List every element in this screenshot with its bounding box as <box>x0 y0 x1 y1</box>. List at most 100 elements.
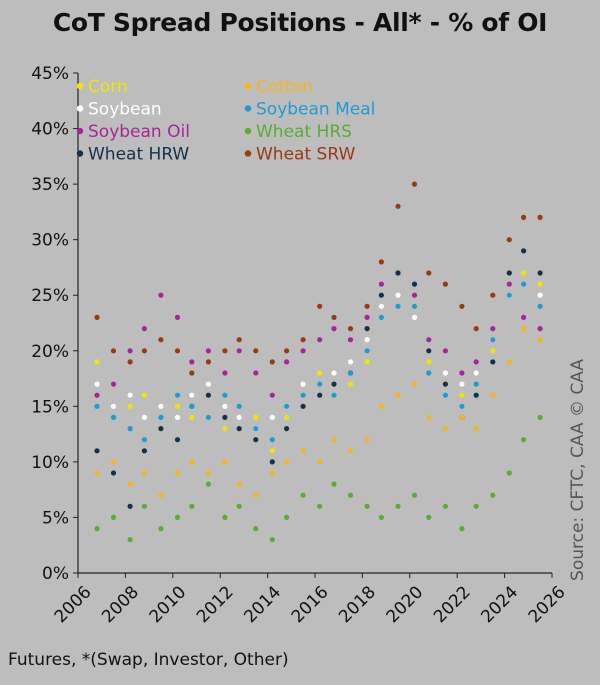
data-point <box>426 337 432 343</box>
data-point <box>521 437 527 443</box>
y-tick-label: 15% <box>31 397 69 417</box>
data-point <box>205 392 211 398</box>
data-point <box>411 381 418 387</box>
data-point <box>110 459 117 465</box>
legend-entry: Wheat SRW <box>244 145 355 165</box>
legend-entry: Soybean Oil <box>76 122 190 142</box>
x-tick-label: 2022 <box>430 582 475 627</box>
series-soybean-oil <box>94 270 543 398</box>
data-point <box>506 281 512 287</box>
data-point <box>459 403 465 409</box>
data-point <box>127 481 133 487</box>
data-point <box>141 414 147 420</box>
data-point <box>300 392 306 398</box>
data-point <box>174 414 181 420</box>
data-point <box>284 459 290 465</box>
data-point <box>331 481 337 487</box>
series-wheat-hrs <box>94 414 543 543</box>
legend-entry: Soybean Meal <box>244 100 375 120</box>
y-tick-label: 10% <box>31 453 69 473</box>
data-point <box>473 503 479 509</box>
data-point <box>269 537 275 543</box>
legend-label: Soybean <box>88 100 162 120</box>
data-point <box>364 437 370 443</box>
data-point <box>331 370 337 376</box>
data-point <box>473 426 479 432</box>
data-point <box>205 348 211 354</box>
series-soybean <box>94 281 543 432</box>
series-wheat-hrw <box>94 248 543 509</box>
data-point <box>236 348 242 354</box>
data-point <box>141 437 147 443</box>
data-point <box>473 370 479 376</box>
data-point <box>189 503 195 509</box>
data-point <box>269 359 275 365</box>
data-point <box>521 270 527 276</box>
legend-label: Wheat HRS <box>256 122 352 142</box>
data-point <box>411 492 418 498</box>
data-point <box>521 281 527 287</box>
data-point <box>236 481 242 487</box>
data-point <box>459 392 465 398</box>
data-point <box>490 348 496 354</box>
data-point <box>174 403 181 409</box>
y-tick-label: 5% <box>42 508 69 528</box>
data-point <box>94 314 100 320</box>
y-tick-label: 35% <box>31 175 69 195</box>
legend-label: Wheat SRW <box>256 145 355 165</box>
data-point <box>236 337 242 343</box>
data-point <box>378 292 384 298</box>
data-point <box>490 492 496 498</box>
data-point <box>141 348 147 354</box>
legend-marker <box>244 127 252 135</box>
legend-label: Soybean Meal <box>256 100 375 120</box>
data-point <box>411 181 418 187</box>
data-point <box>364 503 370 509</box>
data-point <box>459 303 465 309</box>
data-point <box>347 381 354 387</box>
data-point <box>426 414 432 420</box>
data-point <box>222 370 228 376</box>
data-point <box>158 426 164 432</box>
data-point <box>300 381 306 387</box>
data-point <box>127 392 133 398</box>
data-point <box>378 259 384 265</box>
data-point <box>347 492 354 498</box>
data-point <box>222 348 228 354</box>
data-point <box>300 348 306 354</box>
data-point <box>94 359 100 365</box>
data-point <box>158 414 164 420</box>
x-tick-label: 2020 <box>383 582 428 627</box>
data-point <box>222 514 228 521</box>
data-point <box>395 503 401 509</box>
data-point <box>189 414 195 420</box>
data-point <box>127 359 133 365</box>
data-point <box>378 303 384 309</box>
data-point <box>94 392 100 398</box>
data-point <box>205 470 211 476</box>
data-point <box>395 303 401 309</box>
data-point <box>537 281 543 287</box>
data-point <box>364 314 370 320</box>
legend-marker <box>76 105 84 112</box>
y-tick-label: 0% <box>42 564 69 584</box>
y-tick-label: 25% <box>31 286 69 306</box>
data-point <box>158 526 164 532</box>
data-point <box>506 470 512 476</box>
data-point <box>411 292 418 298</box>
data-point <box>110 403 117 409</box>
data-point <box>459 381 465 387</box>
data-point <box>490 392 496 398</box>
data-point <box>506 292 512 298</box>
data-point <box>347 359 354 365</box>
data-point <box>189 403 195 409</box>
data-point <box>127 348 133 354</box>
data-point <box>269 414 275 420</box>
data-point <box>490 326 496 332</box>
data-point <box>269 448 275 454</box>
data-point <box>236 403 242 409</box>
data-point <box>300 448 306 454</box>
data-point <box>411 281 418 287</box>
data-point <box>364 348 370 354</box>
data-point <box>347 326 354 332</box>
